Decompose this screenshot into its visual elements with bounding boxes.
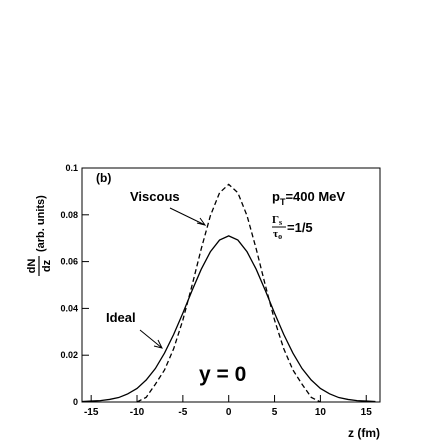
- x-tick-label: 15: [361, 407, 373, 418]
- x-tick-label: -5: [178, 407, 187, 418]
- ratio-den-main: τ: [273, 228, 278, 240]
- ratio-num: Γs: [272, 214, 282, 227]
- x-tick-label: 0: [226, 407, 232, 418]
- y-label-denominator: dz: [41, 259, 53, 272]
- rapidity-label: y = 0: [199, 363, 246, 386]
- y-tick-label: 0: [73, 397, 78, 407]
- pt-sub: T: [280, 197, 286, 207]
- viscous-arrow: [169, 207, 207, 226]
- series-line: [136, 183, 321, 403]
- plot-frame: [81, 167, 381, 403]
- ratio-num-sub: s: [279, 218, 282, 227]
- y-tick-label: 0.02: [60, 350, 78, 360]
- ratio-num-main: Γ: [272, 214, 279, 226]
- pt-main: p: [272, 189, 280, 204]
- ideal-arrow: [139, 329, 163, 349]
- ratio-label: Γs τo =1/5: [272, 214, 313, 241]
- y-tick-label: 0.06: [60, 257, 78, 267]
- panel-label: (b): [96, 171, 111, 185]
- x-tick-label: -10: [130, 407, 145, 418]
- ratio-den: τo: [273, 228, 282, 241]
- y-label-units: (arb. units): [35, 195, 47, 252]
- y-tick-label: 0.08: [60, 210, 78, 220]
- y-tick-label: 0.1: [65, 163, 78, 173]
- ratio-den-sub: o: [278, 232, 282, 241]
- y-tick-label: 0.04: [60, 303, 78, 313]
- y-label-numerator: dN: [26, 259, 38, 274]
- pt-rest: =400 MeV: [285, 189, 345, 204]
- ratio-rest: =1/5: [287, 220, 313, 235]
- x-tick-label: -15: [84, 407, 99, 418]
- y-axis-label: dN dz (arb. units): [26, 195, 53, 276]
- series-line: [81, 235, 376, 403]
- pt-label: pT=400 MeV: [272, 189, 345, 207]
- ideal-label: Ideal: [106, 310, 136, 325]
- x-tick-label: 5: [272, 407, 278, 418]
- x-axis-label: z (fm): [348, 426, 380, 440]
- viscous-label: Viscous: [130, 189, 180, 204]
- x-tick-label: 10: [315, 407, 327, 418]
